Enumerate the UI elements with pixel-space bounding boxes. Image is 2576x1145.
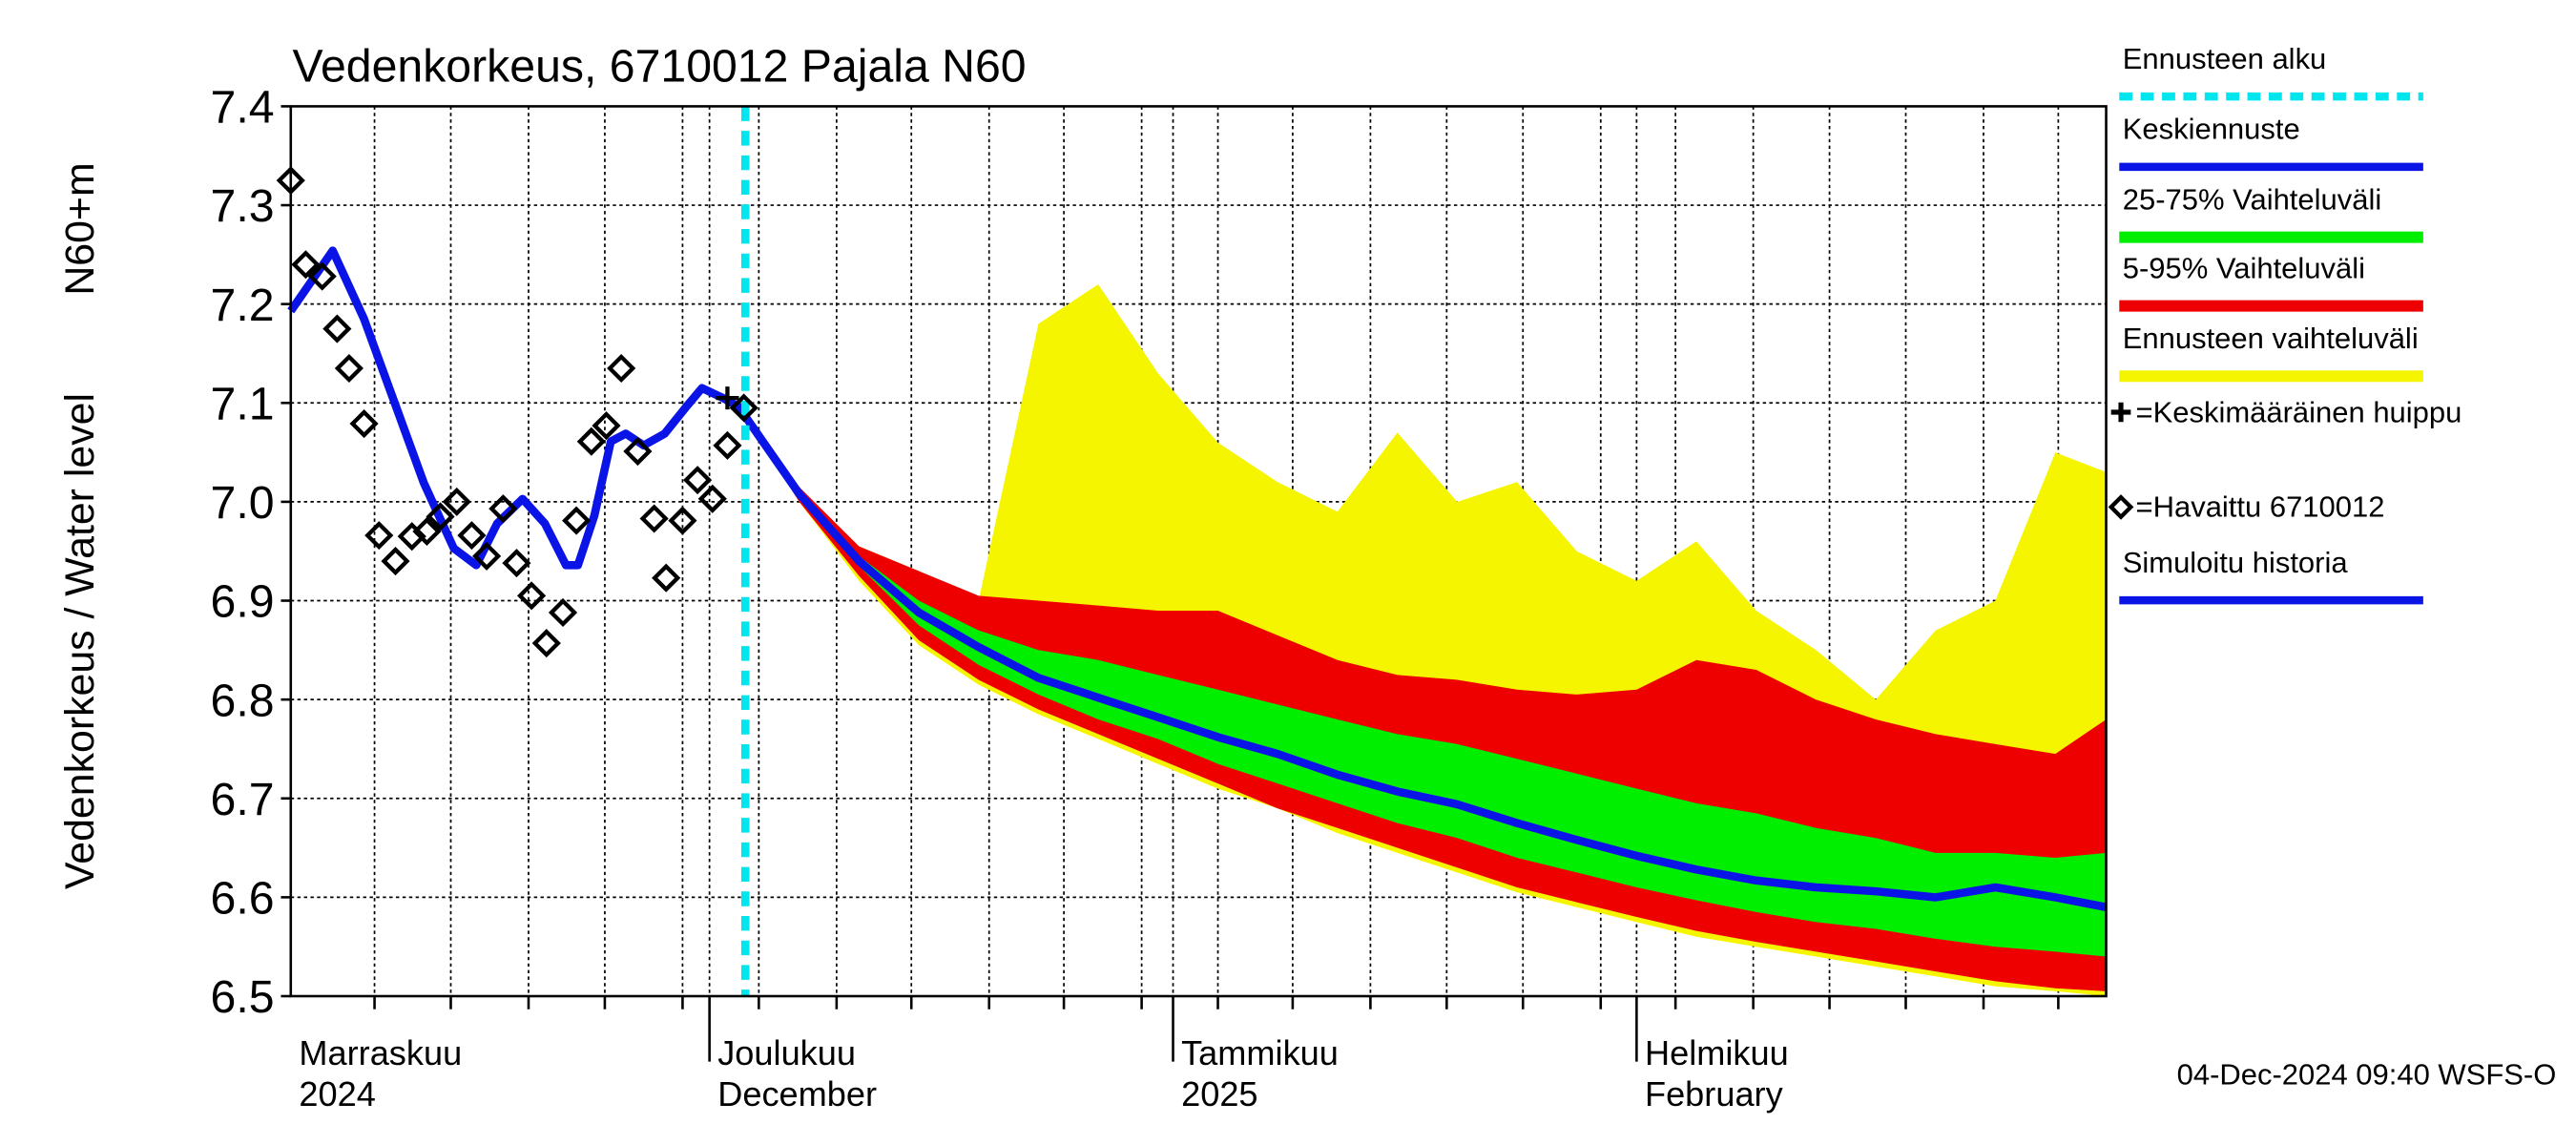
x-tick-label: Joulukuu — [717, 1033, 856, 1072]
x-tick-sublabel: February — [1645, 1074, 1783, 1114]
y-tick-label: 7.2 — [211, 280, 275, 331]
observation — [397, 522, 426, 552]
x-tick-label: Marraskuu — [299, 1033, 462, 1072]
observation — [502, 549, 531, 578]
observation — [349, 409, 379, 439]
y-tick-label: 7.1 — [211, 379, 275, 430]
legend-label: Keskiennuste — [2123, 113, 2300, 146]
observation — [592, 411, 621, 441]
observation — [472, 541, 502, 571]
x-tick-label: Tammikuu — [1181, 1033, 1339, 1072]
observation — [697, 484, 727, 513]
observation — [334, 353, 364, 384]
y-tick-label: 7.3 — [211, 180, 275, 232]
observation — [322, 314, 352, 344]
legend-label: Ennusteen vaihteluväli — [2123, 322, 2419, 355]
legend-label: Simuloitu historia — [2123, 546, 2349, 579]
observation — [381, 547, 410, 576]
legend-label: 5-95% Vaihteluväli — [2123, 251, 2365, 284]
observation — [548, 597, 578, 627]
legend-label: =Keskimääräinen huippu — [2136, 395, 2462, 428]
observation — [652, 563, 681, 593]
footer: 04-Dec-2024 09:40 WSFS-O — [2177, 1058, 2557, 1092]
x-tick-sublabel: 2024 — [299, 1074, 375, 1114]
observation — [426, 502, 455, 531]
observation — [562, 506, 592, 535]
peak-marker — [716, 386, 739, 410]
observation — [668, 506, 697, 535]
legend-label: 25-75% Vaihteluväli — [2123, 182, 2381, 216]
y-axis-label: Vedenkorkeus / Water level — [57, 393, 103, 889]
observation — [364, 521, 394, 551]
chart-title: Vedenkorkeus, 6710012 Pajala N60 — [293, 41, 1027, 93]
x-tick-label: Helmikuu — [1645, 1033, 1789, 1072]
observation — [713, 430, 742, 460]
y-tick-label: 7.0 — [211, 477, 275, 529]
observation — [576, 427, 606, 456]
plot-frame — [289, 105, 2108, 998]
observation — [531, 629, 561, 658]
x-tick-sublabel: December — [717, 1074, 877, 1114]
legend-symbol — [2110, 402, 2131, 423]
y-tick-label: 6.5 — [211, 971, 275, 1023]
observation — [291, 250, 321, 280]
legend-label: Ennusteen alku — [2123, 42, 2327, 75]
observation — [729, 393, 758, 423]
history-line — [287, 246, 745, 570]
observation — [683, 466, 713, 495]
legend-label: =Havaittu 6710012 — [2136, 490, 2385, 524]
y-axis-unit: N60+m — [57, 162, 103, 295]
y-tick-label: 6.8 — [211, 675, 275, 726]
observation — [412, 516, 442, 547]
x-tick-sublabel: 2025 — [1181, 1074, 1257, 1114]
forecast-line — [736, 406, 2108, 911]
observation — [457, 521, 487, 551]
band — [739, 407, 2107, 957]
observation — [442, 487, 471, 516]
observation — [517, 581, 547, 611]
observation — [623, 437, 653, 467]
observation — [488, 494, 518, 524]
y-tick-label: 6.6 — [211, 873, 275, 925]
y-tick-label: 7.4 — [211, 82, 275, 134]
y-tick-label: 6.7 — [211, 774, 275, 825]
observation — [607, 353, 636, 384]
observation — [639, 504, 669, 533]
y-tick-label: 6.9 — [211, 576, 275, 628]
legend-symbol — [2108, 494, 2134, 520]
observation — [307, 261, 337, 291]
